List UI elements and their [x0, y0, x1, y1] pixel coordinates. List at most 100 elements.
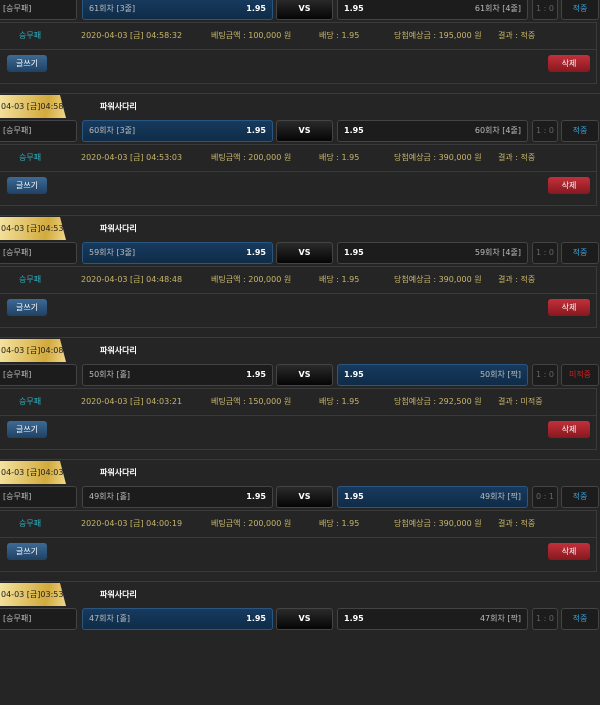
result-badge: 적중 — [561, 120, 599, 142]
away-option[interactable]: 1.95 59회차 [4줄] — [337, 242, 528, 264]
bet-time-tab: 04-03 [금]04:58 — [0, 95, 66, 118]
away-name: 50회차 [짝] — [479, 370, 521, 379]
info-result: 결과 : 적중 — [498, 145, 535, 170]
home-option[interactable]: 47회차 [홀] 1.95 — [82, 608, 273, 630]
home-odds: 1.95 — [246, 370, 266, 379]
divider — [0, 581, 600, 582]
odds-label: 배당 : — [319, 31, 342, 40]
bet-type: [승무패] — [0, 242, 77, 264]
home-option[interactable]: 59회차 [3줄] 1.95 — [82, 242, 273, 264]
home-odds: 1.95 — [246, 614, 266, 623]
home-option[interactable]: 50회차 [홀] 1.95 — [82, 364, 273, 386]
bet-card: 04-03 [금]04:53 파워사다리 [승무패] 59회차 [3줄] 1.9… — [0, 217, 600, 339]
write-post-button[interactable]: 글쓰기 — [7, 543, 47, 560]
away-option[interactable]: 1.95 50회차 [짝] — [337, 364, 528, 386]
score: 1 : 0 — [532, 364, 558, 386]
bet-time-tab: 04-03 [금]04:53 — [0, 217, 66, 240]
game-name: 파워사다리 — [100, 224, 137, 233]
score: 0 : 1 — [532, 486, 558, 508]
result-value: 적중 — [520, 31, 536, 40]
game-name: 파워사다리 — [100, 102, 137, 111]
home-option[interactable]: 49회차 [홀] 1.95 — [82, 486, 273, 508]
odds-label: 배당 : — [319, 153, 342, 162]
bet-label: 베팅금액 : — [211, 153, 249, 162]
delete-button[interactable]: 삭제 — [548, 421, 590, 438]
result-label: 결과 : — [498, 153, 521, 162]
bet-type: [승무패] — [0, 120, 77, 142]
result-label: 결과 : — [498, 275, 521, 284]
away-name: 59회차 [4줄] — [474, 248, 521, 257]
result-value: 미적중 — [520, 397, 543, 406]
bet-info: 승무패 2020-04-03 [금] 04:53:03 베팅금액 : 200,0… — [0, 144, 597, 206]
info-bet-amount: 베팅금액 : 100,000 원 — [211, 23, 291, 48]
away-odds: 1.95 — [344, 4, 364, 13]
bet-label: 베팅금액 : — [211, 397, 249, 406]
bet-value: 200,000 원 — [248, 275, 292, 284]
write-post-button[interactable]: 글쓰기 — [7, 177, 47, 194]
delete-button[interactable]: 삭제 — [548, 177, 590, 194]
vs-label: VS — [276, 120, 333, 142]
info-type: 승무패 — [19, 519, 42, 528]
expected-value: 292,500 원 — [438, 397, 482, 406]
bet-row: [승무패] 49회차 [홀] 1.95 VS 1.95 49회차 [짝] 0 :… — [0, 486, 600, 508]
write-post-button[interactable]: 글쓰기 — [7, 55, 47, 72]
info-odds: 배당 : 1.95 — [319, 145, 359, 170]
result-badge: 적중 — [561, 486, 599, 508]
odds-value: 1.95 — [341, 519, 360, 528]
away-option[interactable]: 1.95 49회차 [짝] — [337, 486, 528, 508]
away-name: 60회차 [4줄] — [474, 126, 521, 135]
bet-value: 200,000 원 — [248, 519, 292, 528]
odds-label: 배당 : — [319, 519, 342, 528]
bet-row: [승무패] 47회차 [홀] 1.95 VS 1.95 47회차 [짝] 1 :… — [0, 608, 600, 630]
vs-label: VS — [276, 0, 333, 20]
away-odds: 1.95 — [344, 614, 364, 623]
divider — [0, 215, 600, 216]
info-bet-amount: 베팅금액 : 200,000 원 — [211, 145, 291, 170]
info-odds: 배당 : 1.95 — [319, 511, 359, 536]
result-badge: 적중 — [561, 242, 599, 264]
result-label: 결과 : — [498, 397, 521, 406]
home-option[interactable]: 61회차 [3줄] 1.95 — [82, 0, 273, 20]
write-post-button[interactable]: 글쓰기 — [7, 299, 47, 316]
away-option[interactable]: 1.95 60회차 [4줄] — [337, 120, 528, 142]
bet-time-tab: 04-03 [금]04:03 — [0, 461, 66, 484]
delete-button[interactable]: 삭제 — [548, 55, 590, 72]
score: 1 : 0 — [532, 242, 558, 264]
info-odds: 배당 : 1.95 — [319, 267, 359, 292]
bet-card: [승무패] 61회차 [3줄] 1.95 VS 1.95 61회차 [4줄] 1… — [0, 0, 600, 95]
away-odds: 1.95 — [344, 248, 364, 257]
info-date: 2020-04-03 [금] 04:00:19 — [81, 519, 183, 528]
home-name: 49회차 [홀] — [89, 492, 131, 501]
bet-card: 04-03 [금]04:03 파워사다리 [승무패] 49회차 [홀] 1.95… — [0, 461, 600, 583]
bet-card: 04-03 [금]03:53 파워사다리 [승무패] 47회차 [홀] 1.95… — [0, 583, 600, 705]
odds-label: 배당 : — [319, 275, 342, 284]
expected-value: 390,000 원 — [438, 519, 482, 528]
divider — [0, 459, 600, 460]
info-type: 승무패 — [19, 397, 42, 406]
odds-value: 1.95 — [341, 153, 360, 162]
odds-value: 1.95 — [341, 31, 360, 40]
expected-value: 390,000 원 — [438, 153, 482, 162]
bet-card: 04-03 [금]04:58 파워사다리 [승무패] 60회차 [3줄] 1.9… — [0, 95, 600, 217]
delete-button[interactable]: 삭제 — [548, 543, 590, 560]
home-name: 50회차 [홀] — [89, 370, 131, 379]
expected-value: 390,000 원 — [438, 275, 482, 284]
result-label: 결과 : — [498, 519, 521, 528]
vs-label: VS — [276, 608, 333, 630]
expected-label: 당첨예상금 : — [394, 519, 439, 528]
bet-row: [승무패] 61회차 [3줄] 1.95 VS 1.95 61회차 [4줄] 1… — [0, 0, 600, 20]
vs-label: VS — [276, 242, 333, 264]
bet-label: 베팅금액 : — [211, 275, 249, 284]
info-expected: 당첨예상금 : 292,500 원 — [394, 389, 482, 414]
delete-button[interactable]: 삭제 — [548, 299, 590, 316]
result-value: 적중 — [520, 275, 536, 284]
divider — [0, 337, 600, 338]
away-option[interactable]: 1.95 47회차 [짝] — [337, 608, 528, 630]
home-option[interactable]: 60회차 [3줄] 1.95 — [82, 120, 273, 142]
write-post-button[interactable]: 글쓰기 — [7, 421, 47, 438]
info-odds: 배당 : 1.95 — [319, 23, 359, 48]
bet-info: 승무패 2020-04-03 [금] 04:03:21 베팅금액 : 150,0… — [0, 388, 597, 450]
away-odds: 1.95 — [344, 492, 364, 501]
info-result: 결과 : 미적중 — [498, 389, 543, 414]
away-option[interactable]: 1.95 61회차 [4줄] — [337, 0, 528, 20]
